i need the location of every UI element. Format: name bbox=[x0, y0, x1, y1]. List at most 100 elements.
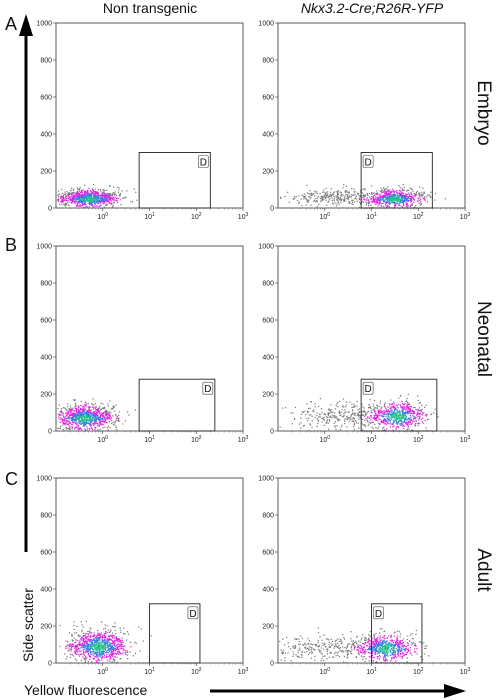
scatter-point bbox=[84, 192, 86, 194]
scatter-point bbox=[99, 653, 101, 655]
scatter-point bbox=[366, 202, 368, 204]
scatter-point bbox=[304, 651, 306, 653]
scatter-point bbox=[359, 650, 361, 652]
scatter-point bbox=[71, 202, 73, 204]
scatter-point bbox=[398, 203, 400, 205]
scatter-point bbox=[376, 193, 378, 195]
scatter-point bbox=[115, 647, 117, 649]
scatter-point bbox=[71, 428, 73, 430]
scatter-point bbox=[61, 420, 63, 422]
scatter-point bbox=[108, 641, 110, 644]
scatter-point bbox=[115, 639, 117, 641]
scatter-point bbox=[65, 428, 67, 430]
scatter-point bbox=[382, 412, 384, 414]
scatter-point bbox=[345, 418, 347, 420]
scatter-point bbox=[64, 203, 66, 205]
scatter-point bbox=[118, 191, 120, 193]
scatter-point bbox=[392, 406, 394, 408]
scatter-point bbox=[96, 654, 98, 656]
scatter-point bbox=[373, 201, 375, 203]
scatter-point bbox=[92, 196, 94, 198]
scatter-point bbox=[405, 422, 407, 424]
scatter-point bbox=[86, 426, 88, 428]
scatter-point bbox=[300, 413, 303, 415]
x-tick-label: 101 bbox=[144, 435, 155, 444]
scatter-point bbox=[74, 658, 76, 660]
scatter-point bbox=[96, 655, 98, 657]
scatter-point bbox=[417, 410, 419, 412]
scatter-point bbox=[348, 201, 350, 203]
scatter-point bbox=[120, 631, 122, 633]
scatter-point bbox=[85, 661, 87, 663]
scatter-point bbox=[113, 642, 115, 644]
scatter-point bbox=[78, 410, 80, 412]
scatter-point bbox=[71, 196, 73, 198]
scatter-point bbox=[69, 197, 71, 199]
scatter-point bbox=[105, 413, 107, 416]
plot-frame bbox=[277, 22, 466, 209]
scatter-point bbox=[406, 190, 408, 192]
scatter-point bbox=[399, 414, 401, 417]
scatter-point bbox=[71, 420, 74, 422]
scatter-point bbox=[80, 194, 82, 197]
scatter-point bbox=[86, 417, 88, 419]
scatter-point bbox=[86, 643, 88, 645]
scatter-point bbox=[323, 413, 325, 415]
scatter-point bbox=[306, 184, 308, 187]
scatter-point bbox=[411, 429, 413, 431]
scatter-point bbox=[337, 194, 339, 196]
scatter-point bbox=[113, 635, 115, 637]
scatter-point bbox=[76, 191, 78, 193]
scatter-point bbox=[113, 640, 115, 642]
scatter-point bbox=[345, 411, 347, 413]
scatter-point bbox=[88, 200, 90, 202]
scatter-point bbox=[377, 409, 379, 411]
scatter-point bbox=[363, 656, 365, 658]
scatter-point bbox=[97, 629, 99, 632]
scatter-point bbox=[110, 635, 112, 637]
scatter-point bbox=[80, 412, 82, 414]
scatter-point bbox=[68, 419, 70, 421]
scatter-point bbox=[104, 635, 106, 637]
scatter-point bbox=[112, 415, 114, 417]
scatter-point bbox=[406, 418, 408, 420]
scatter-point bbox=[85, 633, 87, 635]
scatter-point bbox=[385, 658, 387, 660]
scatter-point bbox=[363, 407, 365, 409]
scatter-point bbox=[346, 419, 348, 421]
scatter-point bbox=[88, 635, 90, 637]
x-tick-label: 102 bbox=[413, 667, 424, 676]
scatter-point bbox=[82, 646, 84, 649]
scatter-point bbox=[312, 193, 314, 195]
scatter-point bbox=[87, 647, 89, 649]
scatter-point bbox=[80, 659, 82, 661]
scatter-point bbox=[381, 189, 383, 191]
scatter-point bbox=[73, 412, 75, 414]
scatter-point bbox=[84, 198, 86, 200]
scatter-point bbox=[350, 416, 352, 418]
scatter-point bbox=[401, 418, 403, 420]
scatter-point bbox=[383, 188, 385, 190]
scatter-point bbox=[366, 192, 368, 195]
scatter-point bbox=[95, 203, 97, 205]
scatter-point bbox=[110, 646, 112, 648]
scatter-point bbox=[335, 416, 337, 418]
scatter-point bbox=[301, 205, 303, 207]
scatter-point bbox=[374, 409, 376, 411]
scatter-point bbox=[90, 193, 92, 195]
scatter-point bbox=[60, 202, 62, 204]
scatter-point bbox=[334, 416, 336, 418]
scatter-point bbox=[337, 197, 339, 199]
scatter-point bbox=[330, 415, 332, 417]
scatter-point bbox=[327, 413, 329, 415]
scatter-point bbox=[91, 416, 93, 418]
scatter-point bbox=[72, 418, 74, 420]
scatter-point bbox=[411, 198, 413, 201]
scatter-point bbox=[376, 404, 378, 406]
scatter-point bbox=[119, 199, 121, 201]
scatter-point bbox=[398, 410, 401, 412]
scatter-point bbox=[403, 403, 405, 405]
scatter-point bbox=[364, 643, 366, 645]
scatter-point bbox=[78, 421, 80, 423]
